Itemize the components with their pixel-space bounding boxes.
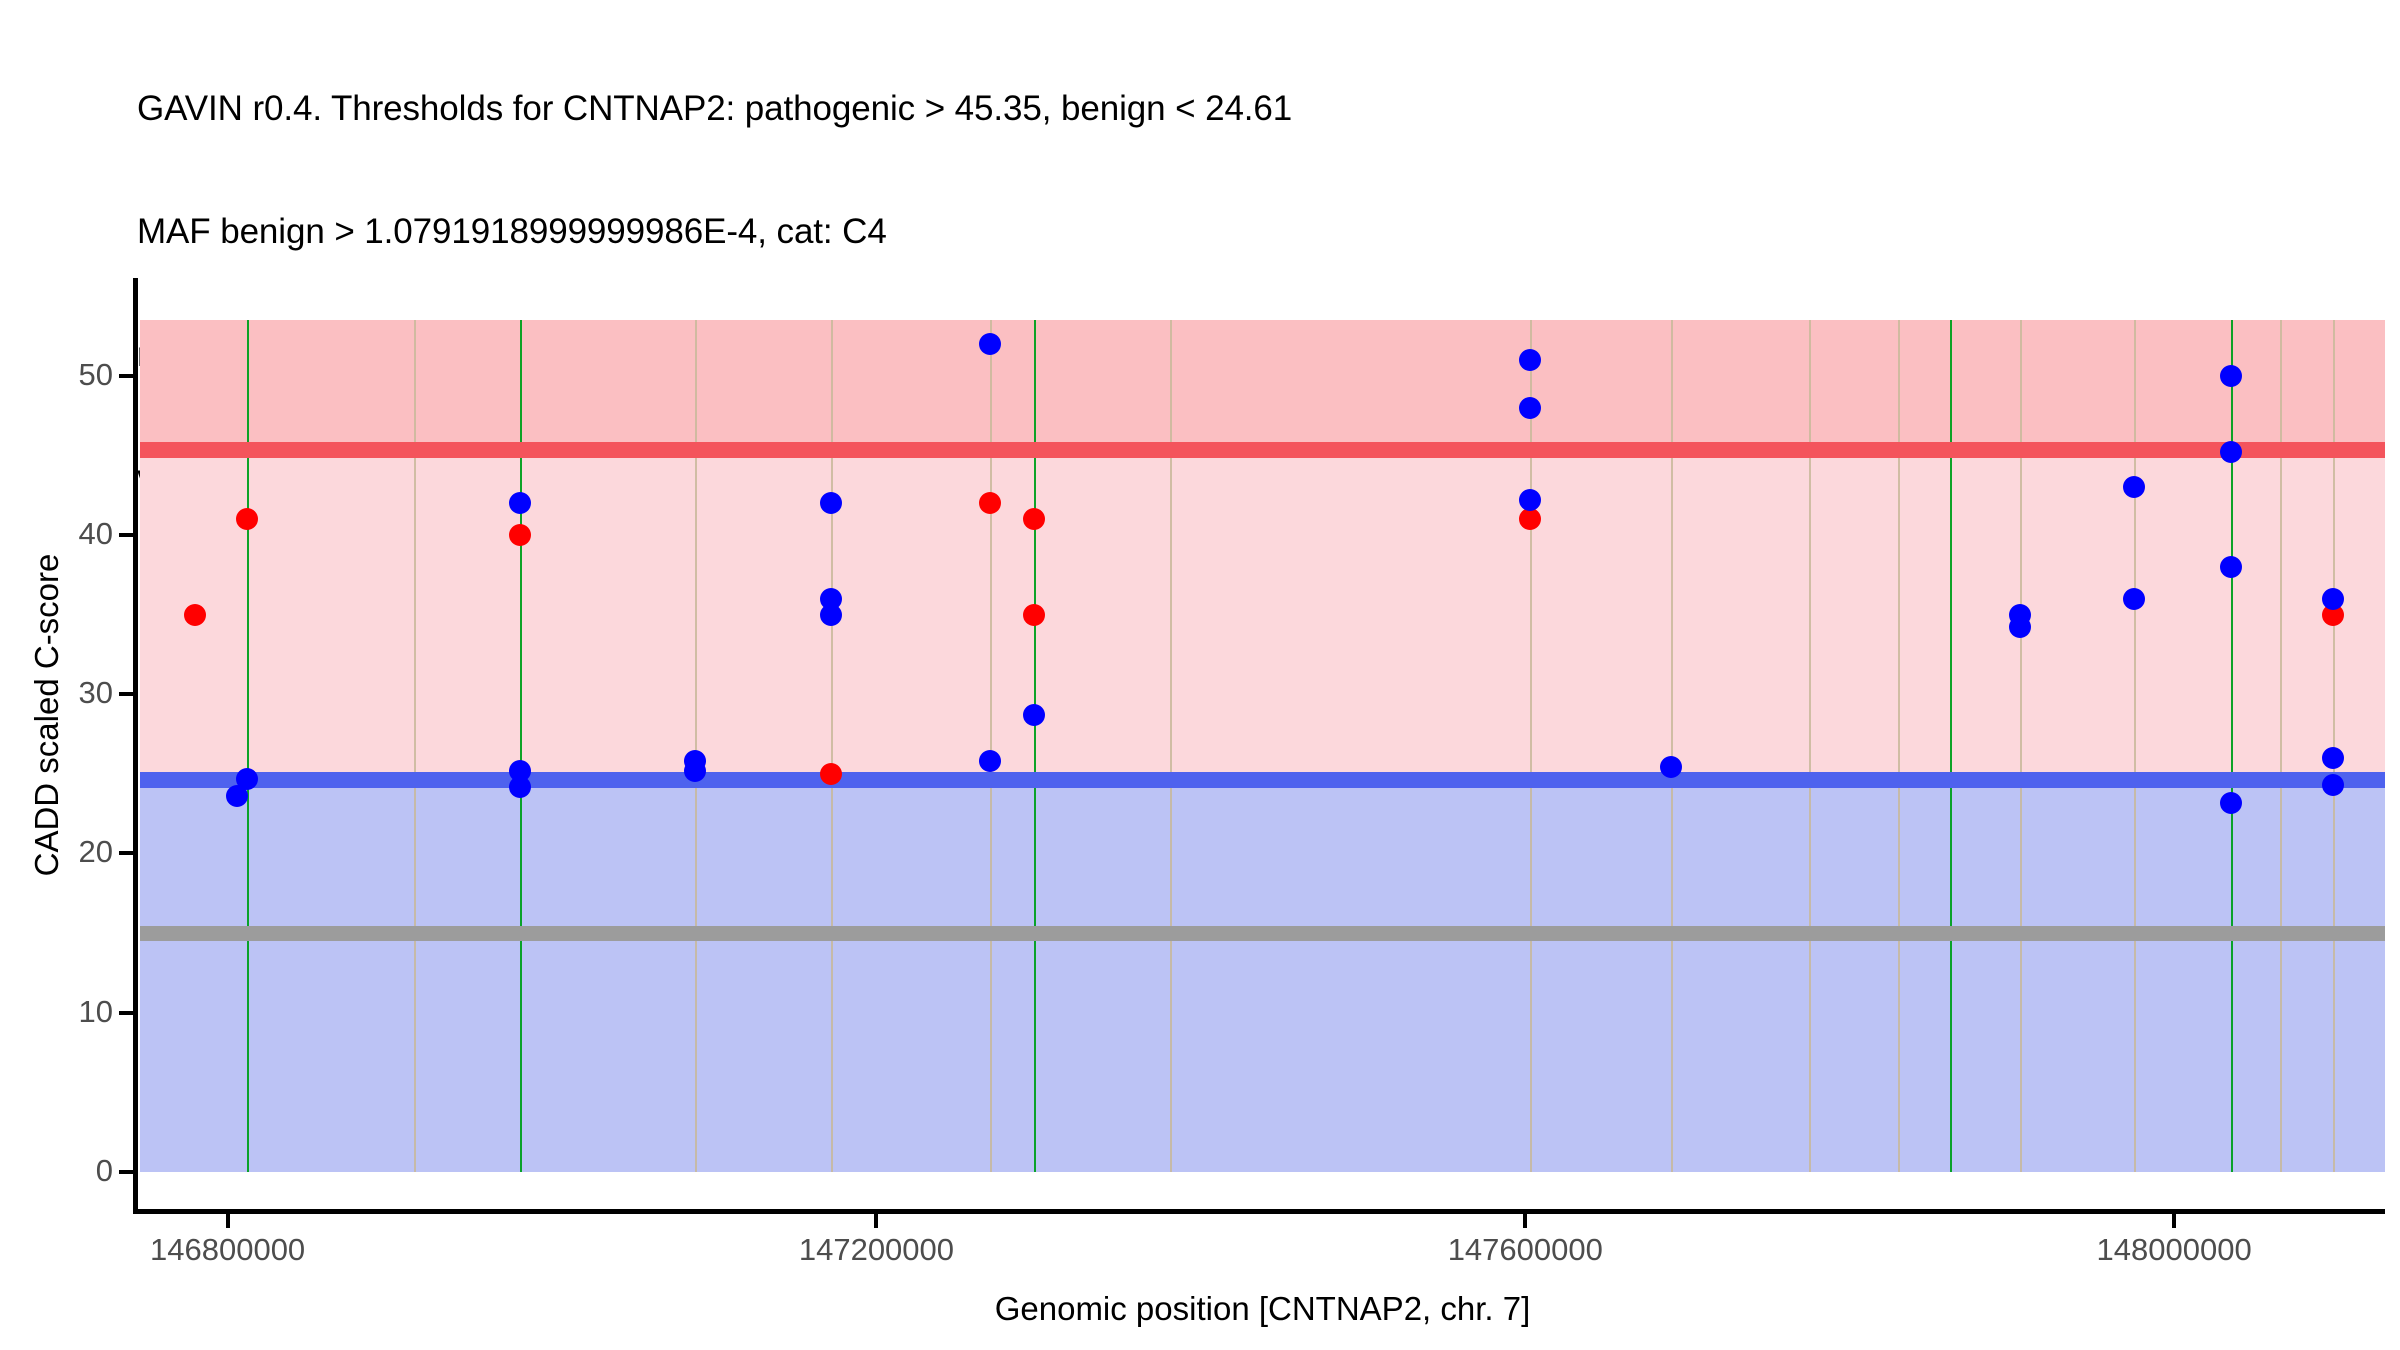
- exon-line: [247, 320, 250, 1172]
- data-point-gnomad: [2219, 364, 2242, 387]
- title-line-1: GAVIN r0.4. Thresholds for CNTNAP2: path…: [137, 89, 1293, 128]
- exon-line: [2230, 320, 2233, 1172]
- y-axis-line: [133, 278, 138, 1213]
- benign-threshold-line: [140, 772, 2385, 789]
- data-point-gnomad: [2219, 555, 2242, 578]
- data-point-gnomad: [978, 332, 1001, 355]
- y-tick: [119, 851, 133, 856]
- data-point-clinvar: [184, 603, 207, 626]
- data-point-gnomad: [2322, 774, 2345, 797]
- x-axis-title: Genomic position [CNTNAP2, chr. 7]: [994, 1290, 1531, 1327]
- data-point-gnomad: [820, 492, 843, 515]
- y-tick-label: 40: [78, 515, 113, 551]
- y-tick: [119, 373, 133, 378]
- gridline-vertical: [2020, 320, 2023, 1172]
- y-tick-label: 10: [78, 993, 113, 1029]
- gridline-vertical: [989, 320, 992, 1172]
- data-point-gnomad: [1519, 396, 1542, 419]
- data-point-gnomad: [2009, 616, 2032, 639]
- data-point-gnomad: [978, 750, 1001, 773]
- y-tick-label: 50: [78, 356, 113, 392]
- data-point-gnomad: [1519, 488, 1542, 511]
- gridline-vertical: [831, 320, 834, 1172]
- data-point-gnomad: [2219, 791, 2242, 814]
- data-point-gnomad: [1660, 756, 1683, 779]
- gridline-vertical: [414, 320, 417, 1172]
- gridline-vertical: [2279, 320, 2282, 1172]
- y-axis-title-text: CADD scaled C-score: [28, 553, 65, 877]
- data-point-gnomad: [1022, 703, 1045, 726]
- data-point-gnomad: [683, 759, 706, 782]
- y-tick-label: 30: [78, 675, 113, 711]
- pathogenic-zone: [140, 320, 2385, 450]
- gridline-vertical: [2133, 320, 2136, 1172]
- exon-line: [1033, 320, 1036, 1172]
- data-point-gnomad: [2219, 441, 2242, 464]
- x-tick: [225, 1214, 230, 1228]
- exon-line: [1950, 320, 1953, 1172]
- gridline-vertical: [1170, 320, 1173, 1172]
- data-point-clinvar: [1022, 603, 1045, 626]
- y-tick: [119, 532, 133, 537]
- data-point-gnomad: [508, 492, 531, 515]
- gridline-vertical: [694, 320, 697, 1172]
- data-point-clinvar: [1022, 508, 1045, 531]
- data-point-clinvar: [2322, 603, 2345, 626]
- data-point-clinvar: [978, 492, 1001, 515]
- data-point-clinvar: [1519, 508, 1542, 531]
- gridline-vertical: [2333, 320, 2336, 1172]
- data-point-clinvar: [508, 523, 531, 546]
- x-axis-line: [133, 1209, 2385, 1214]
- x-tick-label: 146800000: [150, 1232, 306, 1267]
- vus-zone: [140, 449, 2385, 781]
- data-point-gnomad: [2122, 476, 2145, 499]
- gridline-vertical: [1898, 320, 1901, 1172]
- data-point-gnomad: [2322, 746, 2345, 769]
- y-tick: [119, 1010, 133, 1015]
- x-tick: [2172, 1214, 2177, 1228]
- x-tick-label: 147200000: [798, 1232, 955, 1267]
- genome-wide-fallback-line: [140, 925, 2385, 941]
- x-tick-label: 147600000: [1447, 1232, 1603, 1267]
- data-point-gnomad: [2322, 587, 2345, 610]
- y-tick: [119, 692, 133, 697]
- y-tick: [119, 1170, 133, 1174]
- x-tick: [874, 1214, 879, 1228]
- x-tick-label: 148000000: [2096, 1232, 2252, 1267]
- data-point-clinvar: [236, 508, 259, 531]
- gridline-vertical: [1671, 320, 1674, 1172]
- plot-panel: [140, 278, 2385, 1213]
- y-tick-label: 0: [95, 1153, 113, 1188]
- x-tick: [1523, 1214, 1528, 1228]
- data-point-gnomad: [1519, 348, 1542, 371]
- data-point-gnomad: [2122, 587, 2145, 610]
- data-point-gnomad: [820, 603, 843, 626]
- benign-zone: [140, 780, 2385, 1172]
- gridline-vertical: [1530, 320, 1533, 1172]
- data-point-gnomad: [508, 775, 531, 798]
- data-point-gnomad: [236, 767, 259, 790]
- data-point-gnomad: [226, 785, 249, 808]
- exon-line: [519, 320, 522, 1172]
- y-tick-label: 20: [78, 834, 113, 870]
- pathogenic-threshold-line: [140, 441, 2385, 458]
- title-line-2: MAF benign > 1.0791918999999986E-4, cat:…: [137, 212, 887, 251]
- data-point-clinvar: [820, 762, 843, 785]
- gridline-vertical: [1809, 320, 1812, 1172]
